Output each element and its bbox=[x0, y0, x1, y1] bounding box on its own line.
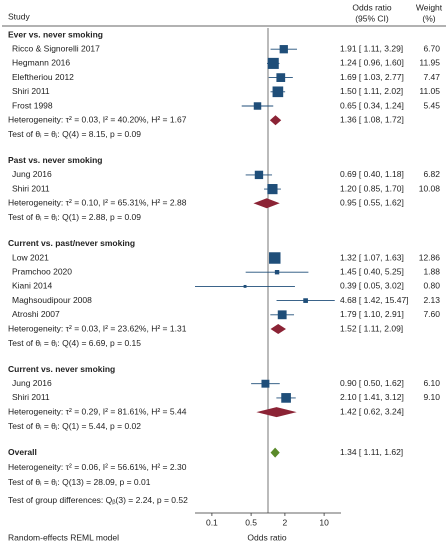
study-ci: 0.69 [ 0.40, 1.18] bbox=[340, 169, 404, 179]
pooled-ci: 0.95 [ 0.55, 1.62] bbox=[340, 198, 404, 208]
heterogeneity: Heterogeneity: τ² = 0.10, I² = 65.31%, H… bbox=[8, 198, 187, 208]
study-weight: 11.95 bbox=[419, 58, 440, 68]
pooled-ci: 1.42 [ 0.62, 3.24] bbox=[340, 406, 404, 416]
x-tick-label: 2 bbox=[283, 517, 288, 527]
study-name: Ricco & Signorelli 2017 bbox=[12, 43, 100, 53]
pooled-ci: 1.34 [ 1.11, 1.62] bbox=[340, 447, 403, 457]
pooled-diamond bbox=[269, 115, 282, 126]
x-tick-label: 0.1 bbox=[206, 517, 218, 527]
study-name: Jung 2016 bbox=[12, 169, 52, 179]
pooled-ci: 1.52 [ 1.11, 2.09] bbox=[340, 323, 403, 333]
study-weight: 11.05 bbox=[419, 86, 440, 96]
study-ci: 0.65 [ 0.34, 1.24] bbox=[340, 100, 404, 110]
study-name: Shiri 2011 bbox=[12, 86, 50, 96]
header-weight: Weight bbox=[416, 2, 443, 12]
study-square bbox=[274, 270, 280, 275]
study-name: Eleftheriou 2012 bbox=[12, 72, 74, 82]
overall-heterogeneity: Heterogeneity: τ² = 0.06, I² = 56.61%, H… bbox=[8, 462, 187, 472]
study-weight: 2.13 bbox=[423, 295, 440, 305]
study-ci: 2.10 [ 1.41, 3.12] bbox=[340, 392, 404, 402]
study-weight: 0.80 bbox=[423, 281, 440, 291]
study-ci: 4.68 [ 1.42, 15.47] bbox=[340, 295, 409, 305]
study-ci: 1.24 [ 0.96, 1.60] bbox=[340, 58, 404, 68]
header-effect: Odds ratio bbox=[352, 2, 391, 12]
study-ci: 0.39 [ 0.05, 3.02] bbox=[340, 281, 404, 291]
study-name: Low 2021 bbox=[12, 252, 49, 262]
study-weight: 6.82 bbox=[423, 169, 440, 179]
footnote: Random-effects REML model bbox=[8, 532, 119, 542]
study-weight: 12.86 bbox=[419, 252, 441, 262]
study-name: Maghsoudipour 2008 bbox=[12, 295, 92, 305]
x-axis-label: Odds ratio bbox=[247, 532, 286, 542]
study-square bbox=[281, 393, 291, 403]
pooled-diamond bbox=[270, 447, 280, 458]
study-name: Kiani 2014 bbox=[12, 281, 52, 291]
study-weight: 7.47 bbox=[423, 72, 440, 82]
heterogeneity: Heterogeneity: τ² = 0.29, I² = 81.61%, H… bbox=[8, 406, 187, 416]
study-square bbox=[269, 252, 281, 264]
study-ci: 1.79 [ 1.10, 2.91] bbox=[340, 309, 404, 319]
study-ci: 1.32 [ 1.07, 1.63] bbox=[340, 252, 404, 262]
overall-test: Test of θᵢ = θⱼ: Q(13) = 28.09, p = 0.01 bbox=[8, 477, 151, 487]
header-study: Study bbox=[8, 11, 30, 21]
group-title: Ever vs. never smoking bbox=[8, 29, 103, 39]
study-square bbox=[243, 284, 247, 288]
study-ci: 1.45 [ 0.40, 5.25] bbox=[340, 266, 404, 276]
group-title: Current vs. never smoking bbox=[8, 364, 115, 374]
study-name: Pramchoo 2020 bbox=[12, 266, 72, 276]
group-title: Past vs. never smoking bbox=[8, 155, 103, 165]
study-name: Hegmann 2016 bbox=[12, 58, 70, 68]
study-name: Shiri 2011 bbox=[12, 183, 50, 193]
homogeneity-test: Test of θᵢ = θⱼ: Q(1) = 2.88, p = 0.09 bbox=[8, 212, 141, 222]
homogeneity-test: Test of θᵢ = θⱼ: Q(1) = 5.44, p = 0.02 bbox=[8, 421, 141, 431]
overall-title: Overall bbox=[8, 447, 37, 457]
study-ci: 0.90 [ 0.50, 1.62] bbox=[340, 378, 404, 388]
x-tick-label: 0.5 bbox=[245, 517, 257, 527]
homogeneity-test: Test of θᵢ = θⱼ: Q(4) = 6.69, p = 0.15 bbox=[8, 338, 141, 348]
group-title: Current vs. past/never smoking bbox=[8, 238, 135, 248]
study-square bbox=[279, 45, 288, 54]
study-square bbox=[267, 57, 279, 69]
pooled-diamond bbox=[270, 324, 286, 334]
heterogeneity: Heterogeneity: τ² = 0.03, I² = 23.62%, H… bbox=[8, 323, 187, 333]
study-weight: 7.60 bbox=[423, 309, 440, 319]
study-weight: 6.10 bbox=[423, 378, 440, 388]
x-tick-label: 10 bbox=[319, 517, 329, 527]
study-weight: 6.70 bbox=[423, 43, 440, 53]
study-square bbox=[272, 86, 284, 98]
study-square bbox=[276, 73, 286, 82]
study-square bbox=[303, 298, 308, 303]
study-square bbox=[267, 184, 278, 195]
study-weight: 9.10 bbox=[423, 392, 440, 402]
heterogeneity: Heterogeneity: τ² = 0.03, I² = 40.20%, H… bbox=[8, 114, 187, 124]
study-name: Jung 2016 bbox=[12, 378, 52, 388]
study-square bbox=[254, 170, 264, 180]
group-test: Test of group differences: Qᵦ(3) = 2.24,… bbox=[8, 495, 188, 505]
study-name: Frost 1998 bbox=[12, 100, 53, 110]
header-weight-unit: (%) bbox=[422, 13, 435, 23]
study-ci: 1.50 [ 1.11, 2.02] bbox=[340, 86, 403, 96]
pooled-diamond bbox=[256, 407, 297, 418]
study-weight: 1.88 bbox=[423, 266, 440, 276]
study-ci: 1.20 [ 0.85, 1.70] bbox=[340, 183, 404, 193]
study-ci: 1.69 [ 1.03, 2.77] bbox=[340, 72, 404, 82]
pooled-diamond bbox=[253, 198, 280, 209]
study-square bbox=[253, 102, 262, 110]
homogeneity-test: Test of θᵢ = θⱼ: Q(4) = 8.15, p = 0.09 bbox=[8, 129, 141, 139]
study-weight: 5.45 bbox=[423, 100, 440, 110]
study-name: Atroshi 2007 bbox=[12, 309, 60, 319]
study-name: Shiri 2011 bbox=[12, 392, 50, 402]
study-weight: 10.08 bbox=[419, 183, 441, 193]
study-square bbox=[277, 310, 287, 320]
study-square bbox=[261, 379, 270, 388]
header-ci: (95% CI) bbox=[355, 13, 389, 23]
study-ci: 1.91 [ 1.11, 3.29] bbox=[340, 43, 403, 53]
pooled-ci: 1.36 [ 1.08, 1.72] bbox=[340, 114, 404, 124]
